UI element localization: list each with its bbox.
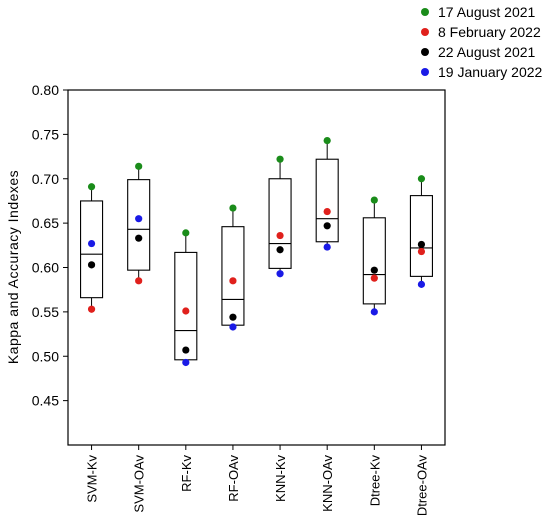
data-point <box>182 358 190 367</box>
box-body <box>80 200 104 299</box>
data-point <box>370 266 378 274</box>
x-tick-label: SVM-OAv <box>132 455 147 513</box>
data-point <box>323 243 331 251</box>
box-body <box>268 178 292 269</box>
data-point <box>417 280 426 288</box>
y-tick-label: 0.75 <box>32 126 59 142</box>
data-point <box>229 277 237 285</box>
data-point <box>135 277 143 285</box>
data-point <box>276 155 284 163</box>
x-tick-label: SVM-Kv <box>85 455 100 503</box>
data-point <box>229 313 237 321</box>
y-tick-label: 0.50 <box>32 348 59 364</box>
box-body <box>409 195 433 277</box>
data-point <box>276 246 284 254</box>
data-point <box>87 261 96 269</box>
data-point <box>135 234 143 242</box>
y-tick-label: 0.60 <box>32 260 59 276</box>
data-point <box>87 183 96 191</box>
data-point <box>135 215 143 223</box>
legend-label: 22 August 2021 <box>438 44 536 60</box>
box <box>362 200 386 312</box>
data-points <box>87 136 426 367</box>
x-tick-label: RF-Kv <box>179 455 194 492</box>
legend-label: 17 August 2021 <box>438 4 536 20</box>
legend-marker <box>421 48 429 56</box>
box <box>268 159 292 274</box>
x-tick-label: KNN-OAv <box>320 455 335 512</box>
data-point <box>276 270 284 278</box>
data-point <box>370 308 378 316</box>
box-body <box>315 158 339 243</box>
y-tick-label: 0.80 <box>32 82 59 98</box>
box-body <box>362 217 386 305</box>
data-point <box>87 239 96 248</box>
data-point <box>323 222 331 230</box>
y-tick-label: 0.45 <box>32 393 59 409</box>
data-point <box>276 231 284 240</box>
x-tick-label: Dtree-Kv <box>367 455 382 507</box>
legend-label: 19 January 2022 <box>438 64 543 80</box>
y-tick-label: 0.70 <box>32 171 59 187</box>
boxes <box>80 140 433 363</box>
legend: 17 August 2021 8 February 2022 22 August 2… <box>421 4 543 80</box>
box <box>409 178 433 285</box>
x-tick-label: RF-OAv <box>226 455 241 502</box>
data-point <box>370 274 378 282</box>
data-point <box>417 247 426 256</box>
box-body <box>221 226 245 326</box>
x-tick-label: Dtree-OAv <box>414 455 429 517</box>
legend-marker <box>421 68 429 76</box>
box <box>80 186 104 310</box>
data-point <box>417 240 426 249</box>
box <box>174 232 198 363</box>
legend-marker <box>421 28 429 36</box>
plot-frame <box>67 89 446 446</box>
data-point <box>229 204 237 212</box>
data-point <box>323 207 331 216</box>
legend-marker <box>421 8 429 16</box>
data-point <box>182 307 190 315</box>
data-point <box>229 323 237 331</box>
plot-area <box>67 89 446 446</box>
y-axis-title: Kappa and Accuracy Indexes <box>5 170 21 364</box>
data-point <box>182 346 190 354</box>
y-tick-label: 0.65 <box>32 215 59 231</box>
box <box>315 140 339 248</box>
data-point <box>135 162 143 170</box>
data-point <box>87 305 96 313</box>
data-point <box>182 229 190 237</box>
box-body <box>174 251 198 361</box>
data-point <box>323 136 331 145</box>
box <box>127 166 151 281</box>
x-axis: SVM-Kv SVM-OAv RF-Kv RF-OAv KNN-Kv KNN-OAv Dtr… <box>85 445 429 517</box>
data-point <box>370 196 378 204</box>
x-tick-label: KNN-Kv <box>273 455 288 502</box>
data-point <box>417 175 426 183</box>
y-axis: 0.45 0.50 0.55 0.60 0.65 0.70 0.75 0.80 <box>32 82 68 409</box>
y-tick-label: 0.55 <box>32 304 59 320</box>
box <box>221 208 245 327</box>
legend-label: 8 February 2022 <box>438 24 541 40</box>
box-body <box>127 179 151 271</box>
